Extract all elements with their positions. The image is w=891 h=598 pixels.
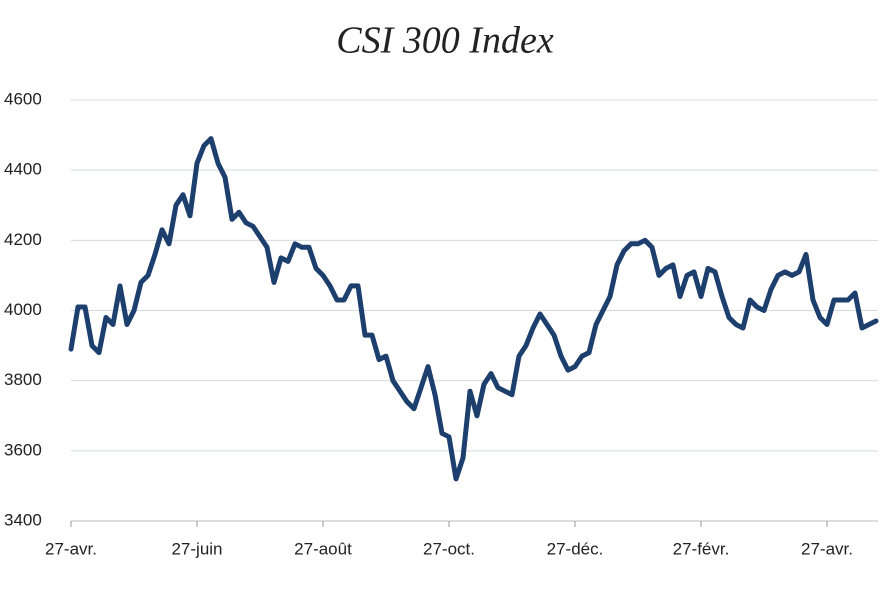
y-tick-label: 4200 — [4, 230, 42, 249]
x-tick-label: 27-avr. — [801, 539, 853, 558]
x-tick-label: 27-févr. — [673, 539, 730, 558]
chart-title: CSI 300 Index — [336, 20, 554, 62]
y-tick-label: 3800 — [4, 370, 42, 389]
x-tick-label: 27-déc. — [547, 539, 604, 558]
y-tick-label: 4400 — [4, 160, 42, 179]
y-tick-label: 4000 — [4, 300, 42, 319]
x-tick-label: 27-avr. — [45, 539, 97, 558]
line-series — [68, 136, 879, 482]
x-tick-label: 27-août — [294, 539, 352, 558]
y-tick-label: 3600 — [4, 440, 42, 459]
x-tick-label: 27-oct. — [423, 539, 475, 558]
x-tick-label: 27-juin — [171, 539, 222, 558]
y-tick-label: 4600 — [4, 89, 42, 108]
y-tick-label: 3400 — [4, 510, 42, 529]
